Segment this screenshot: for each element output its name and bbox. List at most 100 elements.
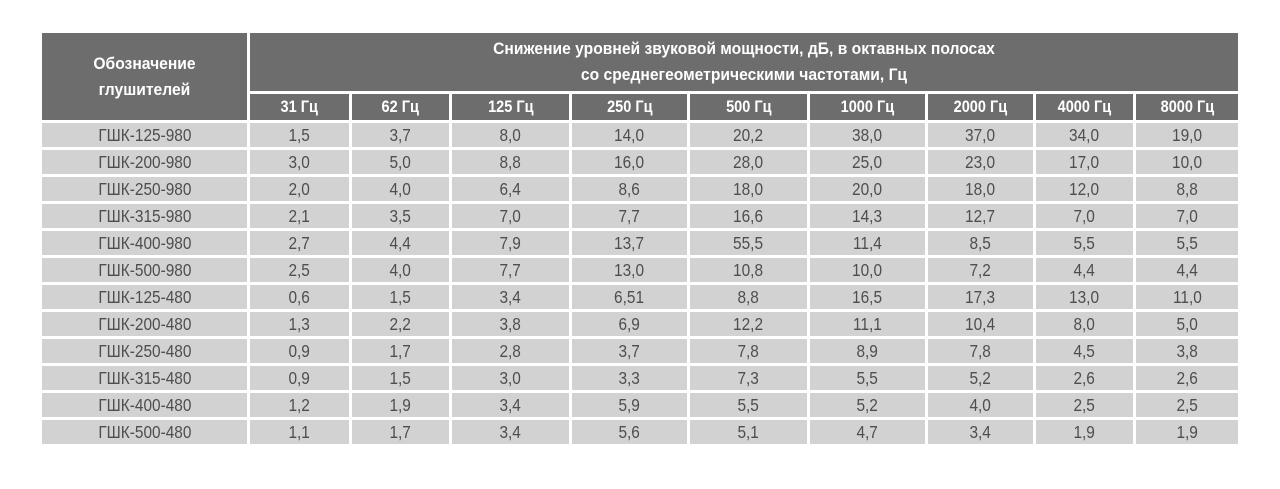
table-row: ГШК-200-980 3,0 5,0 8,8 16,0 28,0 25,0 23,0 17,0… (42, 150, 1238, 174)
attenuation-value: 37,0 (928, 123, 1033, 147)
attenuation-value-label: 2,2 (389, 313, 412, 334)
silencer-name-label: ГШК-250-480 (97, 340, 192, 361)
silencer-name-label: ГШК-500-480 (97, 421, 192, 442)
attenuation-value: 1,1 (250, 420, 349, 444)
attenuation-value-label: 5,0 (389, 151, 412, 172)
attenuation-value: 8,9 (810, 339, 925, 363)
attenuation-value: 6,51 (572, 285, 687, 309)
attenuation-value-label: 3,4 (499, 286, 522, 307)
frequency-column-header: 8000 Гц (1136, 94, 1238, 120)
attenuation-value-label: 2,0 (288, 178, 311, 199)
attenuation-value-label: 11,0 (1172, 286, 1202, 307)
silencer-name: ГШК-315-980 (42, 204, 247, 228)
attenuation-value: 2,6 (1036, 366, 1133, 390)
attenuation-value-label: 38,0 (852, 124, 883, 145)
attenuation-value: 10,8 (690, 258, 807, 282)
attenuation-value: 2,2 (352, 312, 449, 336)
attenuation-value: 38,0 (810, 123, 925, 147)
attenuation-value-label: 5,0 (1176, 313, 1198, 334)
attenuation-value: 4,7 (810, 420, 925, 444)
table-row: ГШК-400-480 1,2 1,9 3,4 5,9 5,5 5,2 4,0 2,5 2,5 (42, 393, 1238, 417)
attenuation-value: 3,8 (452, 312, 569, 336)
attenuation-value: 1,7 (352, 339, 449, 363)
attenuation-value: 1,5 (250, 123, 349, 147)
attenuation-value: 3,5 (352, 204, 449, 228)
attenuation-value-label: 7,9 (499, 232, 522, 253)
attenuation-value: 5,5 (690, 393, 807, 417)
attenuation-value-label: 23,0 (965, 151, 996, 172)
attenuation-value-label: 10,0 (1172, 151, 1202, 172)
attenuation-value: 2,5 (250, 258, 349, 282)
attenuation-value: 8,8 (1136, 177, 1238, 201)
attenuation-value-label: 4,0 (389, 259, 412, 280)
attenuation-value: 3,4 (452, 420, 569, 444)
attenuation-value-label: 20,2 (733, 124, 764, 145)
attenuation-value-label: 3,3 (618, 367, 641, 388)
attenuation-value: 2,5 (1136, 393, 1238, 417)
attenuation-value: 25,0 (810, 150, 925, 174)
attenuation-value: 8,6 (572, 177, 687, 201)
silencer-name: ГШК-250-980 (42, 177, 247, 201)
attenuation-value: 2,1 (250, 204, 349, 228)
attenuation-value: 7,2 (928, 258, 1033, 282)
attenuation-value: 13,0 (1036, 285, 1133, 309)
attenuation-value: 5,2 (928, 366, 1033, 390)
attenuation-value: 5,5 (1136, 231, 1238, 255)
attenuation-value: 3,8 (1136, 339, 1238, 363)
frequency-column-header-label: 31 Гц (280, 97, 319, 116)
attenuation-value-label: 3,8 (499, 313, 522, 334)
attenuation-value: 4,0 (928, 393, 1033, 417)
attenuation-value-label: 7,0 (1073, 205, 1096, 226)
attenuation-value: 3,0 (250, 150, 349, 174)
attenuation-value-label: 11,4 (853, 232, 882, 253)
table-row: ГШК-500-480 1,1 1,7 3,4 5,6 5,1 4,7 3,4 1,9 1,9 (42, 420, 1238, 444)
attenuation-value: 16,0 (572, 150, 687, 174)
attenuation-value-label: 20,0 (852, 178, 883, 199)
attenuation-value: 7,3 (690, 366, 807, 390)
silencer-attenuation-table: Обозначение глушителей Снижение уровней … (39, 30, 1241, 447)
attenuation-value: 5,0 (352, 150, 449, 174)
attenuation-value: 4,5 (1036, 339, 1133, 363)
attenuation-value-label: 37,0 (965, 124, 996, 145)
attenuation-value-label: 34,0 (1069, 124, 1100, 145)
attenuation-value: 5,1 (690, 420, 807, 444)
attenuation-value-label: 12,0 (1069, 178, 1100, 199)
attenuation-value-label: 0,9 (288, 367, 311, 388)
attenuation-value-label: 3,4 (499, 421, 522, 442)
frequency-header-row: 31 Гц 62 Гц 125 Гц 250 Гц 500 Гц 1000 Гц 2000 … (42, 94, 1238, 120)
attenuation-value-label: 7,0 (499, 205, 522, 226)
attenuation-value-label: 5,5 (1073, 232, 1096, 253)
attenuation-value: 4,4 (1036, 258, 1133, 282)
attenuation-value-label: 3,4 (499, 394, 522, 415)
attenuation-value: 1,9 (352, 393, 449, 417)
attenuation-value-label: 10,4 (965, 313, 996, 334)
silencer-name: ГШК-500-480 (42, 420, 247, 444)
attenuation-value: 2,6 (1136, 366, 1238, 390)
designation-header-line1: Обозначение (93, 54, 196, 73)
attenuation-value-label: 8,0 (1073, 313, 1096, 334)
attenuation-value-label: 28,0 (733, 151, 764, 172)
attenuation-value-label: 5,9 (618, 394, 641, 415)
attenuation-value: 11,1 (810, 312, 925, 336)
attenuation-value: 14,0 (572, 123, 687, 147)
attenuation-value-label: 2,5 (1176, 394, 1198, 415)
attenuation-value: 7,0 (1036, 204, 1133, 228)
attenuation-value-label: 2,6 (1176, 367, 1198, 388)
attenuation-value: 1,2 (250, 393, 349, 417)
attenuation-value: 7,0 (1136, 204, 1238, 228)
attenuation-value-label: 1,1 (288, 421, 311, 442)
attenuation-value-label: 8,6 (618, 178, 641, 199)
frequency-column-header-label: 8000 Гц (1160, 97, 1214, 116)
attenuation-value-label: 8,9 (856, 340, 879, 361)
attenuation-value: 18,0 (690, 177, 807, 201)
attenuation-value-label: 55,5 (733, 232, 764, 253)
attenuation-value: 3,4 (452, 393, 569, 417)
frequency-column-header: 500 Гц (690, 94, 807, 120)
frequency-column-header: 62 Гц (352, 94, 449, 120)
attenuation-value: 8,8 (690, 285, 807, 309)
silencer-name-label: ГШК-400-480 (97, 394, 192, 415)
attenuation-value-label: 17,0 (1069, 151, 1100, 172)
attenuation-value: 1,7 (352, 420, 449, 444)
attenuation-value-label: 13,7 (614, 232, 645, 253)
attenuation-value-label: 2,5 (288, 259, 311, 280)
